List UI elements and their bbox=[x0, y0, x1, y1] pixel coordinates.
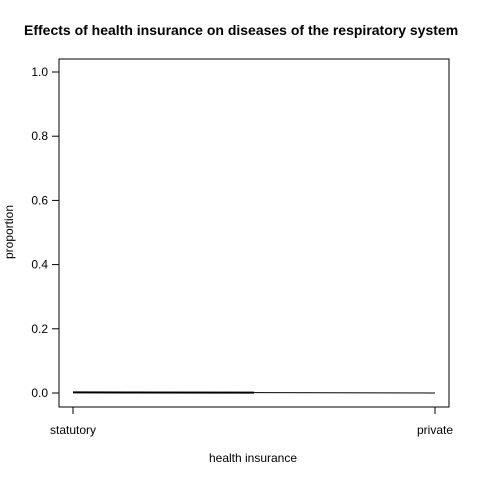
y-tick-label: 0.0 bbox=[31, 386, 48, 400]
y-tick-label: 0.2 bbox=[31, 322, 48, 336]
y-tick-label: 0.8 bbox=[31, 129, 48, 143]
y-tick-label: 1.0 bbox=[31, 65, 48, 79]
series-layer bbox=[72, 391, 436, 394]
y-axis: 0.0 0.2 0.4 0.6 0.8 1.0 bbox=[31, 65, 59, 400]
x-tick-label: statutory bbox=[50, 423, 96, 437]
x-axis-label: health insurance bbox=[209, 451, 297, 465]
y-axis-label: proportion bbox=[2, 205, 16, 259]
y-tick-label: 0.4 bbox=[31, 258, 48, 272]
chart-title: Effects of health insurance on diseases … bbox=[24, 22, 458, 38]
x-tick-label: private bbox=[417, 423, 453, 437]
y-tick-label: 0.6 bbox=[31, 193, 48, 207]
plot-frame bbox=[58, 58, 450, 408]
x-axis: statutory private bbox=[50, 407, 453, 437]
